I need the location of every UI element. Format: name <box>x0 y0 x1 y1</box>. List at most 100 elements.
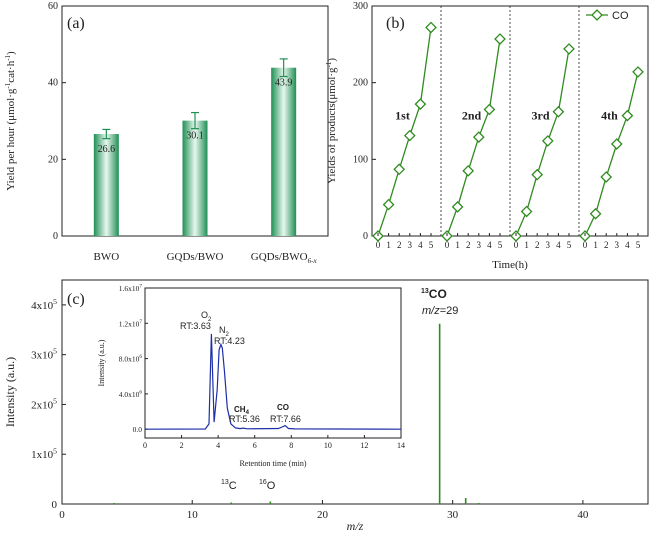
i-xtick-label-6: 12 <box>360 441 368 450</box>
i-xtick-label-5: 10 <box>324 441 332 450</box>
b-xtick-label-1-2: 2 <box>466 240 471 250</box>
b-xtick-label-1-5: 5 <box>498 240 503 250</box>
panel-c-xticks: 0 10 20 30 40 <box>59 500 589 521</box>
b-point-3-3 <box>610 138 623 150</box>
b-point-3-1 <box>589 207 602 220</box>
legend-label: CO <box>612 10 629 22</box>
b-point-0-5 <box>425 21 437 34</box>
c-xtick-label-1: 10 <box>187 509 199 521</box>
co13-annotation: 13CO <box>421 287 447 301</box>
b-point-0-4 <box>414 98 427 111</box>
b-point-0-1 <box>382 198 395 211</box>
c-xtick-label-4: 40 <box>577 509 589 521</box>
b-point-1-2 <box>462 164 475 177</box>
b-xtick-label-3-0: 0 <box>583 240 588 250</box>
a-bar-1 <box>182 120 208 236</box>
b-xtick-label-0-3: 3 <box>408 240 413 250</box>
b-xtick-label-0-0: 0 <box>376 240 381 250</box>
b-xtick-label-1-4: 4 <box>487 240 492 250</box>
i-ytick-label-2: 8.0x106 <box>119 354 143 363</box>
b-xtick-label-2-4: 4 <box>556 240 561 250</box>
panel-b-ylabel: Yields of products(μmol·g-1) <box>325 58 338 184</box>
a-ytick-label-3: 60 <box>48 1 58 12</box>
panel-a: (a) 0 20 40 60 26.6 30.1 43.9 BWO GQDs/BWO GQDs… <box>4 1 329 265</box>
a-value-label-1: 30.1 <box>186 131 204 142</box>
b-xtick-label-2-5: 5 <box>567 240 572 250</box>
b-ytick-label-0: 0 <box>363 231 368 242</box>
b-xtick-label-0-1: 1 <box>386 240 391 250</box>
b-ytick-label-2: 200 <box>353 78 368 89</box>
b-xtick-label-3-2: 2 <box>604 240 609 250</box>
b-point-1-3 <box>472 131 485 143</box>
panel-a-category-labels: BWO GQDs/BWO GQDs/BWO6-x <box>93 251 317 265</box>
b-xtick-label-3-4: 4 <box>625 240 630 250</box>
panel-c-frame <box>61 279 649 505</box>
b-ytick-label-3: 300 <box>353 1 368 12</box>
mz-annotation: m/z=29 <box>422 305 458 317</box>
panel-c-yticks: 0 1x105 2x105 3x105 4x105 <box>31 297 66 511</box>
b-series-line-0 <box>377 27 432 237</box>
n2-peak-rt: RT:4.23 <box>214 336 245 346</box>
i-xtick-label-3: 6 <box>253 441 257 450</box>
c13-annotation: 13C <box>221 479 237 492</box>
a-category-label-2: GQDs/BWO6-x <box>251 251 318 265</box>
i-xtick-label-2: 4 <box>216 441 220 450</box>
b-point-1-1 <box>451 200 464 213</box>
panel-c-ylabel: Intensity (a.u.) <box>3 357 17 427</box>
panel-a-label: (a) <box>67 15 85 32</box>
b-point-2-5 <box>563 43 575 55</box>
panel-b-cycles: 1st 2nd 3rd 4th <box>372 21 644 242</box>
panel-b-label: (b) <box>386 15 405 32</box>
legend-marker <box>591 9 603 21</box>
panel-c-peaks <box>113 323 480 504</box>
b-series-line-1 <box>446 38 501 237</box>
b-xtick-label-3-1: 1 <box>593 240 598 250</box>
i-ytick-label-3: 1.2x107 <box>119 319 143 328</box>
b-xtick-label-3-5: 5 <box>636 240 641 250</box>
a-ytick-label-2: 40 <box>48 78 58 89</box>
c-ytick-label-3: 3x105 <box>31 347 57 362</box>
c-ytick-label-0: 0 <box>52 499 58 511</box>
o2-peak-name: O2 <box>201 310 212 323</box>
i-ytick-label-1: 4.0x106 <box>119 390 143 399</box>
inset-xticks: 0 2 4 6 8 10 12 14 <box>143 435 405 450</box>
panel-c-label: (c) <box>67 291 85 308</box>
b-xtick-label-0-5: 5 <box>429 240 434 250</box>
a-ytick-label-1: 20 <box>48 154 58 165</box>
b-xtick-label-2-3: 3 <box>546 240 551 250</box>
inset-ylabel: Intensity (a.u.) <box>97 339 106 386</box>
b-point-1-5 <box>494 33 506 45</box>
panel-c-xlabel: m/z <box>347 519 364 533</box>
inset-chromatogram-line <box>144 333 402 430</box>
panel-a-ylabel: Yield per hour (μmol·g-1cat·h-1) <box>4 51 17 191</box>
i-xtick-label-7: 14 <box>397 441 405 450</box>
b-point-2-4 <box>552 105 565 118</box>
panel-a-bars: 26.6 30.1 43.9 <box>93 58 297 236</box>
c-ytick-label-4: 4x105 <box>31 297 57 312</box>
b-point-3-2 <box>600 171 613 183</box>
b-cycle-label-1: 2nd <box>462 108 482 122</box>
inset-yticks: 0.0 4.0x106 8.0x106 1.2x107 1.6x107 <box>119 284 148 434</box>
b-point-3-5 <box>632 66 644 78</box>
b-xtick-label-0-4: 4 <box>418 240 423 250</box>
c-ytick-label-2: 2x105 <box>31 396 57 411</box>
a-value-label-2: 43.9 <box>275 78 293 89</box>
i-ytick-label-0: 0.0 <box>133 425 143 434</box>
n2-peak-name: N2 <box>219 325 230 338</box>
inset-frame <box>144 287 402 439</box>
b-xtick-label-1-3: 3 <box>477 240 482 250</box>
b-xtick-label-3-3: 3 <box>615 240 620 250</box>
i-xtick-label-0: 0 <box>143 441 147 450</box>
b-point-3-4 <box>621 109 634 122</box>
a-category-label-1: GQDs/BWO <box>167 251 224 263</box>
b-point-0-3 <box>403 129 416 142</box>
inset-xlabel: Retention time (min) <box>239 459 306 468</box>
b-point-2-2 <box>531 168 544 181</box>
b-point-2-3 <box>541 135 554 147</box>
b-xtick-label-0-2: 2 <box>397 240 402 250</box>
ch4-peak-name: CH4 <box>234 405 250 416</box>
b-cycle-label-0: 1st <box>395 108 410 122</box>
ch4-peak-rt: RT:5.36 <box>229 414 260 424</box>
